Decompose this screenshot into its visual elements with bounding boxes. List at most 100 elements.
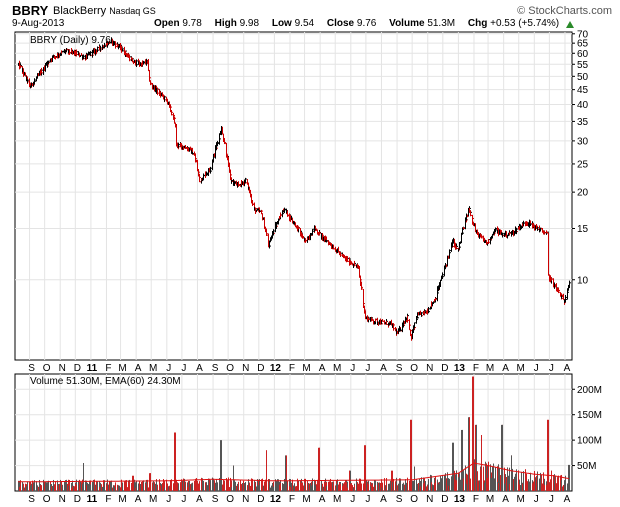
price-x-tick-label: F [289, 363, 295, 374]
volume-bar [57, 485, 58, 491]
volume-x-tick-label: J [166, 494, 171, 505]
price-x-tick-label: 11 [87, 363, 98, 374]
volume-bar [75, 483, 76, 491]
volume-bar [359, 478, 360, 491]
volume-bar [224, 484, 225, 491]
volume-bar [556, 483, 557, 491]
volume-bar [509, 467, 510, 491]
volume-bar [557, 477, 558, 491]
volume-bar [221, 440, 222, 491]
volume-bar [543, 474, 544, 491]
volume-bar [18, 480, 19, 491]
volume-bar [479, 480, 480, 491]
price-x-tick-label: D [257, 363, 264, 374]
volume-bar [466, 473, 467, 491]
volume-bar [19, 480, 20, 491]
volume-bar [346, 482, 347, 491]
volume-bar [190, 484, 191, 491]
volume-bar [312, 478, 313, 491]
volume-bar [169, 485, 170, 491]
volume-bar [466, 483, 467, 491]
volume-bar [302, 482, 303, 491]
volume-bar [254, 480, 255, 491]
volume-bar [127, 487, 128, 491]
volume-bar [536, 475, 537, 491]
volume-bar [101, 484, 102, 491]
volume-bar [181, 485, 182, 491]
price-x-tick-label: S [212, 363, 219, 374]
volume-bar [227, 479, 228, 491]
volume-y-axis: 50M 100M 150M 200M [572, 385, 602, 472]
high-label: High [214, 18, 237, 29]
volume-bar [94, 479, 95, 491]
price-x-tick-label: J [365, 363, 370, 374]
volume-bar [60, 479, 61, 491]
volume-bar [222, 484, 223, 491]
volume-bar [64, 481, 65, 491]
volume-bar [526, 473, 527, 491]
volume-bar [413, 480, 414, 491]
volume-bar [433, 485, 434, 491]
volume-bar [191, 483, 192, 491]
volume-bar [495, 483, 496, 491]
volume-bar [71, 482, 72, 491]
volume-bar [96, 481, 97, 491]
volume-bar [115, 482, 116, 491]
volume-bar [347, 481, 348, 491]
price-y-tick-label: 45 [577, 85, 589, 96]
volume-bar [396, 477, 397, 491]
volume-bar [171, 479, 172, 491]
volume-bar [356, 478, 357, 491]
volume-y-tick-label: 100M [577, 436, 602, 447]
volume-bar [287, 480, 288, 491]
volume-bar [216, 480, 217, 491]
volume-x-tick-label: M [333, 494, 341, 505]
volume-bar [256, 486, 257, 491]
price-x-tick-label: J [534, 363, 539, 374]
volume-bar [231, 487, 232, 491]
volume-bar [110, 481, 111, 491]
volume-bar [373, 486, 374, 491]
volume-bar [252, 484, 253, 491]
volume-bar [159, 479, 160, 491]
volume-bar [34, 480, 35, 491]
volume-bar [255, 485, 256, 491]
volume-bar [125, 480, 126, 491]
volume-bar [445, 473, 446, 491]
volume-bar [153, 480, 154, 491]
close-value: 9.76 [356, 18, 377, 29]
volume-bar [90, 484, 91, 491]
volume-bar [251, 478, 252, 491]
volume-bar [530, 473, 531, 491]
volume-bar [483, 466, 484, 491]
volume-bar [385, 485, 386, 491]
volume-bar [298, 482, 299, 491]
ticker-symbol: BBRY [12, 3, 49, 18]
volume-bar [278, 479, 279, 491]
volume-bar [412, 480, 413, 491]
volume-bar [358, 483, 359, 491]
stockcharts-credit[interactable]: © StockCharts.com [517, 5, 612, 17]
volume-bar [27, 481, 28, 491]
volume-bar [370, 486, 371, 491]
volume-bar [111, 480, 112, 491]
volume-bar [500, 475, 501, 491]
volume-bar [62, 484, 63, 491]
volume-bar [164, 481, 165, 491]
volume-bar [525, 469, 526, 491]
price-x-tick-label: N [59, 363, 66, 374]
price-bars [18, 37, 571, 341]
volume-bar [286, 455, 287, 491]
volume-bar [353, 487, 354, 491]
volume-x-tick-label: M [149, 494, 157, 505]
volume-bar [304, 482, 305, 491]
volume-bar [382, 483, 383, 491]
volume-bar [508, 479, 509, 491]
volume-bar [174, 432, 175, 491]
volume-bar [97, 481, 98, 491]
volume-x-tick-label: M [517, 494, 525, 505]
volume-bar [180, 482, 181, 491]
volume-bar [380, 482, 381, 491]
volume-bar [364, 445, 365, 491]
